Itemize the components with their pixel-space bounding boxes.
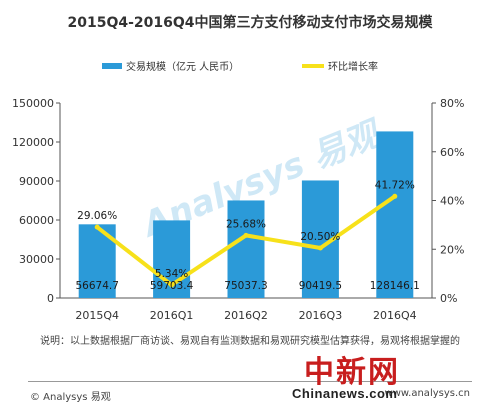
axes: 0 30000 60000 90000 120000 150000 0% 20% 40% 60% 8… bbox=[12, 97, 464, 322]
data-labels: 56674.7 59703.4 75037.3 90419.5 128146.1 29.0… bbox=[75, 179, 419, 292]
y-right-tick-label: 60% bbox=[440, 146, 464, 159]
line-value-label: 5.34% bbox=[155, 268, 188, 280]
y-left-tick-label: 60000 bbox=[19, 214, 54, 227]
line-point bbox=[243, 232, 249, 238]
source-note: 说明：以上数据根据厂商访谈、易观自有监测数据和易观研究模型估算获得，易观将根据掌… bbox=[40, 336, 460, 347]
x-tick-label: 2015Q4 bbox=[75, 309, 119, 322]
bar-value-label: 128146.1 bbox=[370, 280, 420, 292]
legend: 交易规模（亿元 人民币） 环比增长率 bbox=[102, 60, 378, 73]
watermark-chinanews-url: Chinanews.com bbox=[292, 386, 398, 401]
line-point bbox=[94, 224, 100, 230]
line-series bbox=[94, 193, 398, 288]
x-tick-label: 2016Q3 bbox=[299, 309, 343, 322]
line-value-label: 20.50% bbox=[300, 231, 340, 243]
bar bbox=[376, 131, 414, 298]
chart-title: 2015Q4-2016Q4中国第三方支付移动支付市场交易规模 bbox=[67, 14, 433, 31]
line-point bbox=[392, 193, 398, 199]
legend-swatch-bar bbox=[102, 63, 122, 69]
footer-divider bbox=[28, 381, 472, 382]
y-left-tick-label: 0 bbox=[47, 292, 54, 305]
bar-value-label: 75037.3 bbox=[224, 280, 267, 292]
line-point bbox=[169, 282, 175, 288]
bar-value-label: 90419.5 bbox=[299, 280, 342, 292]
watermark-chinanews-logo: 中新网 bbox=[304, 355, 400, 390]
bar-value-label: 56674.7 bbox=[75, 280, 118, 292]
line-value-label: 41.72% bbox=[375, 179, 415, 191]
y-left-tick-label: 30000 bbox=[19, 253, 54, 266]
y-left-tick-label: 90000 bbox=[19, 175, 54, 188]
y-left-tick-label: 150000 bbox=[12, 97, 54, 110]
footer-url: www.analysys.cn bbox=[384, 388, 470, 399]
line-point bbox=[317, 245, 323, 251]
legend-swatch-line bbox=[302, 64, 324, 68]
line-value-label: 25.68% bbox=[226, 218, 266, 230]
x-tick-label: 2016Q2 bbox=[224, 309, 268, 322]
y-right-tick-label: 40% bbox=[440, 195, 464, 208]
bar bbox=[227, 200, 265, 298]
legend-label-line: 环比增长率 bbox=[328, 60, 378, 73]
footer-copyright: © Analysys 易观 bbox=[30, 392, 111, 403]
y-right-tick-label: 20% bbox=[440, 243, 464, 256]
bar-value-label: 59703.4 bbox=[150, 280, 194, 292]
legend-label-bar: 交易规模（亿元 人民币） bbox=[126, 60, 239, 73]
y-right-tick-label: 0% bbox=[440, 292, 457, 305]
y-left-tick-label: 120000 bbox=[12, 136, 54, 149]
bar-series bbox=[78, 131, 414, 298]
x-tick-label: 2016Q1 bbox=[150, 309, 194, 322]
y-right-tick-label: 80% bbox=[440, 97, 464, 110]
line-value-label: 29.06% bbox=[77, 210, 117, 222]
x-tick-label: 2016Q4 bbox=[373, 309, 417, 322]
